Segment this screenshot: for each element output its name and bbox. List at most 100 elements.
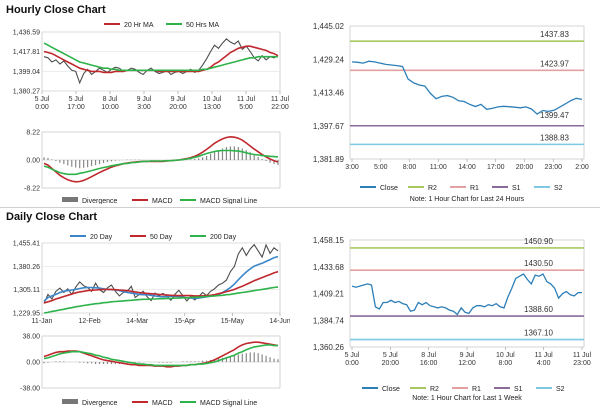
daily-price-plot-area <box>41 242 281 314</box>
hourly-price-xtick-label: 11 Jul 5:00 <box>237 96 256 111</box>
daily-pivot-level-s1-value-label: 1388.60 <box>524 305 553 314</box>
hourly-macd-legend-divergence-swatch <box>62 197 78 202</box>
hourly-pivot-level-r2-value-label: 1437.83 <box>540 30 569 39</box>
hourly-pivot-legend-s1-label: S1 <box>512 185 521 192</box>
hourly-pivot-ytick-label: 1,445.02 <box>313 22 345 31</box>
daily-price-ytick-label: 1,455.41 <box>13 241 40 248</box>
daily-macd-ytick-label: 0.00 <box>26 360 40 367</box>
hourly-pivot-xtick-label: 20:00 <box>516 164 534 171</box>
hourly-pivot-xtick-label: 17:00 <box>487 164 505 171</box>
daily-pivot-ytick-label: 1,433.68 <box>313 263 345 272</box>
daily-pivot-level-r1-value-label: 1430.50 <box>524 259 553 268</box>
hourly-price-series-close <box>43 38 279 85</box>
daily-pivot-legend-s2-label: S2 <box>556 386 565 393</box>
hourly-pivot-xtick-label: 3:00 <box>345 164 359 171</box>
hourly-pivot-level-s2-value-label: 1388.83 <box>540 133 569 142</box>
hourly-macd-legend-divergence-label: Divergence <box>82 198 118 204</box>
daily-pivot-legend-s1-label: S1 <box>514 386 523 393</box>
hourly-macd-legend-macd-label: MACD <box>152 198 173 204</box>
daily-price-xtick-label: 15-May <box>221 318 245 325</box>
hourly-pivot-plot-area <box>349 25 585 160</box>
daily-price-legend-50-day-label: 50 Day <box>150 234 173 241</box>
daily-pivot-ytick-label: 1,384.74 <box>313 316 345 325</box>
hourly-price-ytick-label: 1,417.81 <box>13 49 40 56</box>
hourly-price-xtick-label: 9 Jul 3:00 <box>137 96 152 111</box>
daily-pivot-plot-area <box>349 239 585 348</box>
daily-macd-ytick-label: 38.00 <box>22 334 40 341</box>
daily-price-xtick-label: 15-Apr <box>174 318 196 325</box>
daily-pivot-legend-close-label: Close <box>382 386 400 393</box>
daily-pivot-xtick-label: 5 Jul 0:00 <box>345 352 360 367</box>
hourly-price-xtick-label: 5 Jul 17:00 <box>67 96 85 111</box>
daily-pivot-xtick-label: 11 Jul 23:00 <box>573 352 592 367</box>
hourly-pivot-xtick-label: 8:00 <box>403 164 417 171</box>
hourly-price-xtick-label: 8 Jul 10:00 <box>101 96 119 111</box>
daily-pivot-xtick-label: 11 Jul 4:00 <box>535 352 554 367</box>
hourly-pivot-legend-r2-label: R2 <box>428 185 437 192</box>
daily-macd-legend-macd-signal-line-label: MACD Signal Line <box>200 400 257 407</box>
section-divider <box>0 207 600 208</box>
hourly-price-series-50-hrs-ma <box>43 42 278 72</box>
hourly-pivot-ytick-label: 1,381.89 <box>313 155 345 164</box>
hourly-pivot-legend-s2-label: S2 <box>554 185 563 192</box>
daily-pivot-note: Note: 1 Hour Chart for Last 1 Week <box>412 395 522 402</box>
hourly-macd-ytick-label: -8.22 <box>24 186 40 193</box>
hourly-macd-chart: 8.22 0.00 -8.22 Divergence MACD MACD Signal L… <box>24 130 281 204</box>
daily-pivot-series-close <box>351 273 582 316</box>
hourly-pivot-level-r1-value-label: 1423.97 <box>540 59 569 68</box>
hourly-price-plot-area <box>41 31 281 92</box>
daily-pivot-ytick-label: 1,360.26 <box>313 343 345 352</box>
daily-pivot-legend-r1-label: R1 <box>472 386 481 393</box>
hourly-pivot-xtick-label: 5:00 <box>374 164 388 171</box>
hourly-price-ytick-label: 1,436.59 <box>13 30 40 37</box>
hourly-pivot-xtick-label: 11:00 <box>430 164 447 171</box>
hourly-macd-ytick-label: 8.22 <box>26 130 40 137</box>
hourly-pivot-chart: 1,445.02 1,429.24 1,413.46 1,397.67 1,381.89… <box>313 22 589 203</box>
daily-macd-chart: 38.00 0.00 -38.00 Divergence MACD MACD Signal… <box>20 334 281 407</box>
hourly-price-ytick-label: 1,380.27 <box>13 89 40 96</box>
daily-macd-series-macd-signal-line <box>43 344 278 367</box>
hourly-section-title: Hourly Close Chart <box>6 4 106 16</box>
daily-price-ytick-label: 1,380.26 <box>13 264 40 271</box>
hourly-pivot-legend-r1-label: R1 <box>470 185 479 192</box>
daily-price-ytick-label: 1,229.95 <box>13 311 40 318</box>
daily-macd-legend-divergence-swatch <box>62 399 78 404</box>
daily-price-ytick-label: 1,305.11 <box>13 287 40 294</box>
daily-pivot-level-s2-value-label: 1367.10 <box>524 329 553 338</box>
hourly-pivot-legend-close-label: Close <box>380 185 398 192</box>
daily-price-xtick-label: 11-Jan <box>32 318 53 325</box>
daily-pivot-ytick-label: 1,409.21 <box>313 290 345 299</box>
hourly-price-xtick-label: 5 Jul 0:00 <box>35 96 50 111</box>
hourly-price-xtick-label: 9 Jul 20:00 <box>169 96 187 111</box>
daily-pivot-xtick-label: 5 Jul 20:00 <box>382 352 400 367</box>
hourly-pivot-ytick-label: 1,397.67 <box>313 122 345 131</box>
hourly-price-chart: 1,436.59 1,417.81 1,399.04 1,380.275 Jul 0:0… <box>13 22 290 111</box>
hourly-pivot-xtick-label: 14:00 <box>458 164 476 171</box>
hourly-pivot-ytick-label: 1,413.46 <box>313 89 345 98</box>
daily-pivot-xtick-label: 10 Jul 8:00 <box>496 352 515 367</box>
hourly-price-ytick-label: 1,399.04 <box>13 69 40 76</box>
hourly-price-xtick-label: 10 Jul 13:00 <box>203 96 222 111</box>
hourly-pivot-ytick-label: 1,429.24 <box>313 55 345 64</box>
daily-section-title: Daily Close Chart <box>6 211 98 223</box>
hourly-price-series-20-hr-ma <box>43 45 279 74</box>
daily-price-series-200-day <box>43 286 279 314</box>
hourly-pivot-level-close-value-label: 1399.47 <box>540 111 569 120</box>
daily-pivot-legend-r2-label: R2 <box>430 386 439 393</box>
daily-price-xtick-label: 14-Jun <box>269 318 290 325</box>
daily-pivot-xtick-label: 9 Jul 12:00 <box>458 352 476 367</box>
hourly-macd-series-macd-signal-line <box>43 149 279 176</box>
daily-price-xtick-label: 14-Mar <box>126 318 149 325</box>
hourly-pivot-xtick-label: 2:00 <box>575 164 589 171</box>
daily-price-legend-200-day-label: 200 Day <box>210 234 237 241</box>
hourly-pivot-series-close <box>351 60 583 115</box>
hourly-price-legend-20-hr-ma-label: 20 Hr MA <box>124 22 154 29</box>
daily-price-legend-20-day-label: 20 Day <box>90 234 113 241</box>
daily-pivot-ytick-label: 1,458.15 <box>313 236 345 245</box>
hourly-macd-legend-macd-signal-line-label: MACD Signal Line <box>200 198 257 204</box>
hourly-pivot-xtick-label: 23:00 <box>544 164 562 171</box>
hourly-price-xtick-label: 11 Jul 22:00 <box>271 96 290 111</box>
hourly-pivot-note: Note: 1 Hour Chart for Last 24 Hours <box>410 196 525 203</box>
daily-pivot-xtick-label: 8 Jul 16:00 <box>420 352 438 367</box>
